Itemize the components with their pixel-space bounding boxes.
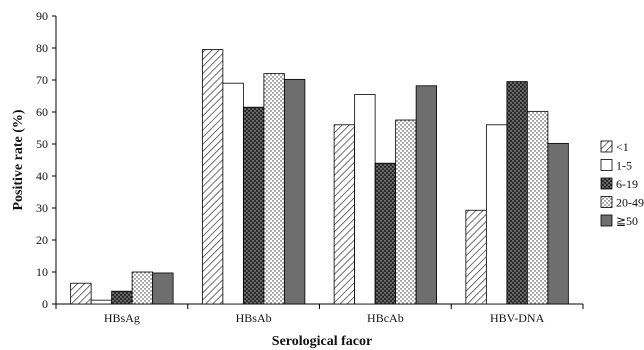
bar-hbcab-series-4 [415, 85, 438, 305]
legend-label: 6-19 [616, 177, 638, 191]
legend-item: 20-49 [600, 196, 644, 210]
legend-label: ≧50 [616, 214, 638, 228]
bar-hbv-dna-series-0 [465, 209, 487, 305]
bar-hbcab-series-2 [374, 162, 397, 305]
bar-hbsab-series-0 [201, 49, 224, 305]
y-axis-title: Positive rate (%) [11, 109, 26, 210]
x-category-label: HBcAb [367, 311, 404, 325]
bar-hbsag-series-1 [90, 299, 113, 305]
bar-hbcab-series-0 [333, 124, 356, 305]
y-tick-label: 80 [36, 41, 48, 55]
bar-hbv-dna-series-1 [485, 124, 508, 305]
legend-swatch [600, 196, 613, 208]
legend-item: <1 [600, 140, 629, 154]
legend-item: 1-5 [600, 159, 632, 173]
y-tick-label: 30 [36, 201, 48, 215]
y-tick-label: 40 [36, 169, 48, 183]
legend: <1 1-5 6-19 20-49 ≧50 [600, 140, 644, 228]
legend-swatch [600, 214, 613, 227]
bar-hbv-dna-series-2 [506, 81, 528, 305]
legend-item: ≧50 [600, 214, 638, 228]
legend-swatch [600, 140, 613, 153]
bar-hbsab-series-2 [242, 106, 265, 305]
bar-hbsag-series-0 [70, 282, 92, 305]
x-axis-title: Serological facor [272, 334, 372, 349]
bar-hbcab-series-1 [354, 94, 376, 305]
category-labels: HBsAg HBsAb HBcAb HBV-DNA [104, 311, 545, 325]
y-tick-label: 90 [36, 9, 48, 23]
y-tick-label: 50 [36, 137, 48, 151]
bar-hbsab-series-3 [263, 73, 285, 305]
legend-label: 1-5 [616, 159, 632, 173]
x-category-label: HBV-DNA [490, 311, 545, 325]
bar-hbsab-series-1 [222, 82, 244, 305]
legend-label: 20-49 [616, 196, 644, 210]
y-tick-label: 10 [36, 265, 48, 279]
x-category-label: HBsAg [104, 311, 140, 325]
legend-label: <1 [616, 140, 629, 154]
legend-item: 6-19 [600, 177, 638, 191]
y-tick-label: 0 [42, 297, 48, 311]
bar-hbsag-series-2 [111, 290, 133, 305]
bar-hbv-dna-series-4 [547, 142, 569, 305]
bar-hbsab-series-4 [283, 78, 306, 305]
bar-hbv-dna-series-3 [526, 110, 549, 305]
y-tick-label: 60 [36, 105, 48, 119]
x-category-label: HBsAb [236, 311, 272, 325]
y-tick-label: 20 [36, 233, 48, 247]
bar-hbsag-series-4 [152, 272, 174, 305]
bar-hbsag-series-3 [131, 271, 154, 305]
legend-swatch [600, 177, 613, 190]
bars [70, 49, 569, 305]
bar-hbcab-series-3 [395, 119, 417, 305]
legend-swatch [600, 159, 613, 171]
y-tick-label: 70 [36, 73, 48, 87]
